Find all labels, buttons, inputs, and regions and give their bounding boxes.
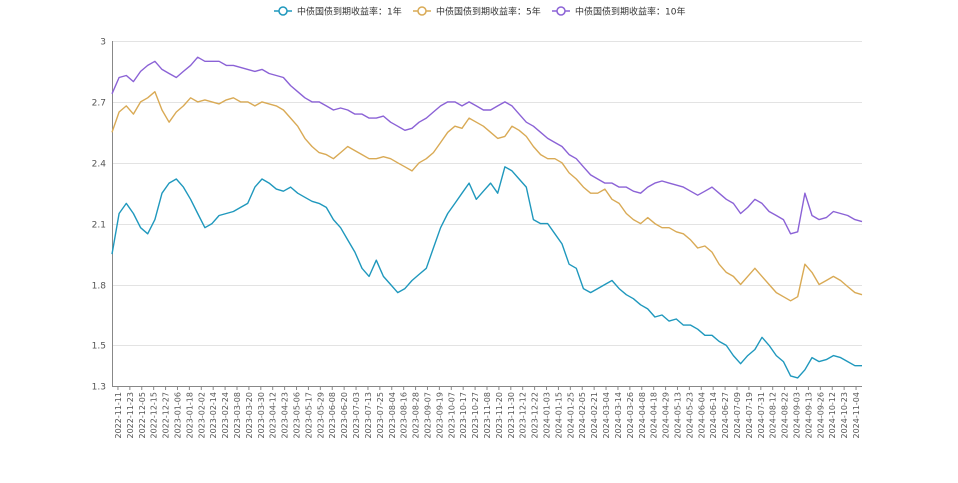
x-tick-label: 2023-12-12 xyxy=(519,392,528,439)
y-tick-label: 1.5 xyxy=(92,342,106,352)
x-tick-label: 2024-01-15 xyxy=(554,392,563,439)
x-tick-label: 2023-10-17 xyxy=(459,392,468,439)
x-tick-label: 2022-12-15 xyxy=(150,392,159,439)
y-tick-label: 2.7 xyxy=(92,99,106,109)
x-tick-label: 2024-05-13 xyxy=(673,392,682,439)
x-tick-label: 2023-11-20 xyxy=(495,392,504,439)
x-tick-label: 2023-05-06 xyxy=(293,392,302,439)
x-tick-label: 2024-07-31 xyxy=(757,392,766,439)
x-tick-label: 2024-04-18 xyxy=(650,392,659,439)
x-tick-label: 2022-12-05 xyxy=(138,392,147,439)
legend-circle-icon xyxy=(278,6,288,16)
y-tick-label: 1.3 xyxy=(92,383,106,393)
legend-circle-icon xyxy=(556,6,566,16)
x-tick-label: 2023-02-24 xyxy=(221,392,230,439)
x-tick-label: 2023-09-07 xyxy=(423,392,432,439)
legend-label: 中债国债到期收益率：1年 xyxy=(297,6,402,18)
x-tick-label: 2023-09-19 xyxy=(435,392,444,439)
legend-item-3[interactable]: 中债国债到期收益率：10年 xyxy=(552,6,685,18)
x-tick-label: 2023-02-02 xyxy=(197,392,206,439)
legend-label: 中债国债到期收益率：10年 xyxy=(575,6,685,18)
x-tick-label: 2024-04-29 xyxy=(662,392,671,439)
y-tick-label: 1.8 xyxy=(92,282,107,292)
x-tick-label: 2024-07-09 xyxy=(733,392,742,439)
x-tick-label: 2024-09-13 xyxy=(804,392,813,439)
x-tick-label: 2024-08-12 xyxy=(769,392,778,439)
x-tick-label: 2024-07-19 xyxy=(745,392,754,439)
legend-item-2[interactable]: 中债国债到期收益率：5年 xyxy=(413,6,541,18)
x-tick-label: 2023-07-13 xyxy=(364,392,373,439)
x-tick-label: 2023-08-04 xyxy=(388,392,397,439)
x-tick-label: 2023-07-25 xyxy=(376,392,385,439)
x-tick-label: 2023-11-08 xyxy=(483,392,492,439)
x-tick-label: 2024-02-21 xyxy=(590,392,599,439)
x-tick-label: 2024-08-22 xyxy=(781,392,790,439)
x-tick-label: 2024-10-12 xyxy=(828,392,837,439)
x-tick-label: 2024-11-04 xyxy=(852,392,861,439)
x-tick-label: 2024-10-23 xyxy=(840,392,849,439)
series-line-2[interactable] xyxy=(111,90,863,302)
x-tick-label: 2023-01-18 xyxy=(185,392,194,439)
x-tick-label: 2022-11-11 xyxy=(114,392,123,439)
x-tick-label: 2023-10-07 xyxy=(447,392,456,439)
x-tick-label: 2024-09-26 xyxy=(816,392,825,439)
series-line-1[interactable] xyxy=(111,166,862,379)
y-tick-label: 3 xyxy=(100,38,106,48)
x-tick-label: 2024-01-25 xyxy=(566,392,575,439)
x-tick-label: 2023-12-22 xyxy=(531,392,540,439)
x-tick-label: 2023-04-23 xyxy=(281,392,290,439)
x-tick-label: 2024-06-14 xyxy=(709,392,718,439)
x-tick-label: 2024-03-04 xyxy=(602,392,611,439)
x-tick-label: 2023-05-17 xyxy=(304,392,313,439)
x-tick-label: 2024-01-03 xyxy=(543,392,552,439)
series-line-3[interactable] xyxy=(111,56,863,235)
x-tick-label: 2023-11-30 xyxy=(507,392,516,439)
x-tick-label: 2023-03-08 xyxy=(233,392,242,439)
x-tick-label: 2022-12-27 xyxy=(162,392,171,439)
y-tick-label: 2.1 xyxy=(92,221,106,231)
x-tick-label: 2023-01-06 xyxy=(173,392,182,439)
x-tick-label: 2023-06-20 xyxy=(340,392,349,439)
legend-item-1[interactable]: 中债国债到期收益率：1年 xyxy=(274,6,402,18)
x-tick-label: 2023-08-28 xyxy=(412,392,421,439)
x-tick-label: 2024-09-03 xyxy=(793,392,802,439)
legend[interactable]: 中债国债到期收益率：1年 中债国债到期收益率：5年 中债国债到期收益率：10年 xyxy=(274,6,685,18)
x-tick-label: 2024-06-27 xyxy=(721,392,730,439)
x-tick-label: 2024-06-04 xyxy=(697,392,706,439)
grid-layer xyxy=(112,41,862,387)
x-tick-label: 2024-04-08 xyxy=(638,392,647,439)
x-tick-label: 2023-02-14 xyxy=(209,392,218,439)
x-tick-label: 2023-03-30 xyxy=(257,392,266,439)
x-tick-label: 2023-05-29 xyxy=(316,392,325,439)
x-tick-label: 2022-11-23 xyxy=(126,392,135,439)
series-layer xyxy=(111,56,863,379)
legend-circle-icon xyxy=(417,6,427,16)
x-tick-label: 2023-06-08 xyxy=(328,392,337,439)
y-tick-label: 2.4 xyxy=(92,160,107,170)
x-tick-label: 2023-07-03 xyxy=(352,392,361,439)
x-tick-label: 2023-08-16 xyxy=(400,392,409,439)
x-tick-label: 2024-02-05 xyxy=(578,392,587,439)
legend-label: 中债国债到期收益率：5年 xyxy=(436,6,541,18)
x-tick-label: 2024-03-14 xyxy=(614,392,623,439)
x-tick-label: 2024-03-26 xyxy=(626,392,635,439)
x-tick-label: 2024-05-23 xyxy=(685,392,694,439)
x-tick-label: 2023-04-12 xyxy=(269,392,278,439)
x-tick-label: 2023-10-27 xyxy=(471,392,480,439)
x-tick-label: 2023-03-20 xyxy=(245,392,254,439)
